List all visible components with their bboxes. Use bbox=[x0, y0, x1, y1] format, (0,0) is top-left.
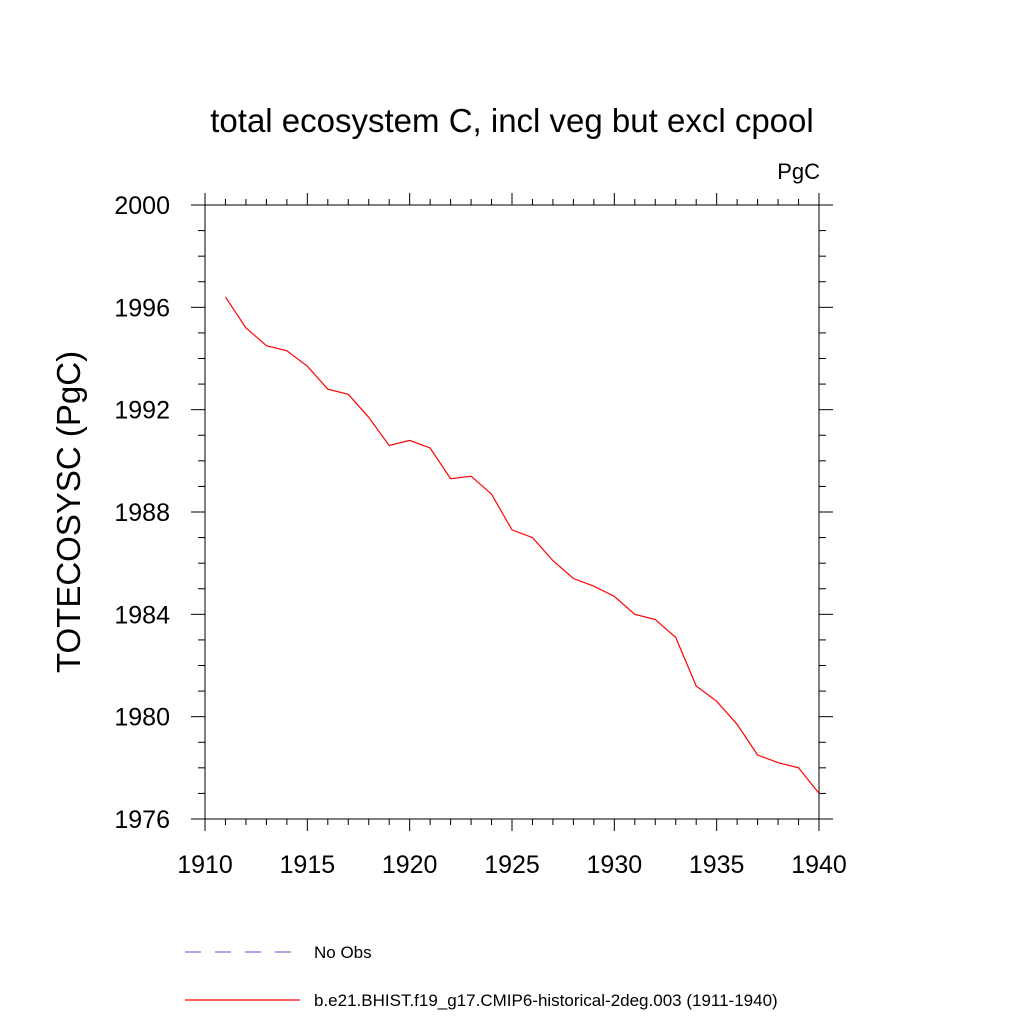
x-tick-label: 1925 bbox=[484, 851, 540, 879]
y-tick-label: 1996 bbox=[114, 294, 170, 322]
axis-ticks bbox=[191, 193, 833, 831]
x-tick-label: 1910 bbox=[177, 851, 233, 879]
axis-tick-labels: 1910 1915 1920 1925 1930 1935 1940 1976 1980 1984… bbox=[114, 192, 846, 879]
y-tick-label: 1976 bbox=[114, 806, 170, 834]
y-tick-label: 1992 bbox=[114, 397, 170, 425]
x-tick-label: 1935 bbox=[689, 851, 745, 879]
legend-label: b.e21.BHIST.f19_g17.CMIP6-historical-2de… bbox=[314, 991, 778, 1010]
units-label: PgC bbox=[777, 159, 820, 184]
y-tick-label: 1988 bbox=[114, 499, 170, 527]
legend-label: No Obs bbox=[314, 943, 372, 962]
legend: No Obs b.e21.BHIST.f19_g17.CMIP6-historic… bbox=[185, 943, 778, 1010]
y-tick-label: 1984 bbox=[114, 601, 170, 629]
series-lines bbox=[225, 296, 820, 794]
x-tick-label: 1920 bbox=[382, 851, 438, 879]
x-tick-label: 1940 bbox=[791, 851, 847, 879]
x-tick-label: 1930 bbox=[587, 851, 643, 879]
plot-frame bbox=[204, 204, 820, 820]
chart-title: total ecosystem C, incl veg but excl cpo… bbox=[210, 102, 813, 139]
y-axis-label: TOTECOSYSC (PgC) bbox=[50, 351, 87, 673]
y-tick-label: 1980 bbox=[114, 704, 170, 732]
series-line bbox=[225, 296, 820, 794]
y-tick-label: 2000 bbox=[114, 192, 170, 220]
x-tick-label: 1915 bbox=[280, 851, 336, 879]
